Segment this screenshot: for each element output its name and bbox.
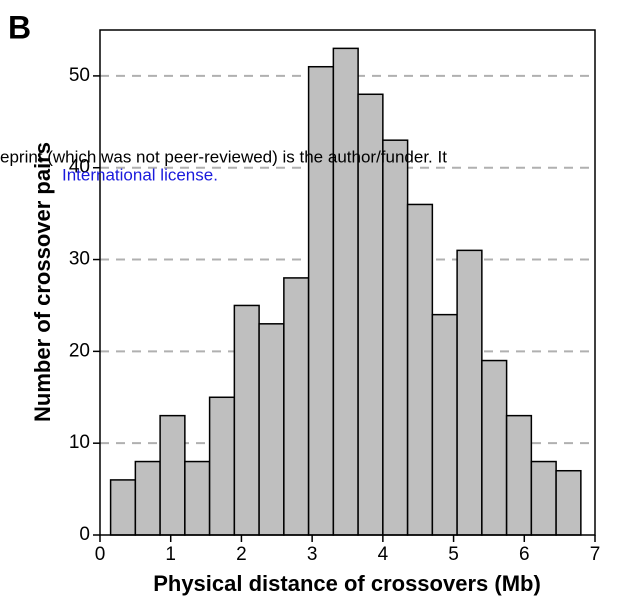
y-tick-label: 0 xyxy=(79,524,90,545)
x-axis-title: Physical distance of crossovers (Mb) xyxy=(153,571,541,596)
bar xyxy=(456,249,483,536)
x-tick-label: 6 xyxy=(519,544,530,565)
annotation: International license. xyxy=(62,165,218,184)
bar xyxy=(159,414,186,536)
plot-frame xyxy=(99,29,596,536)
bar xyxy=(431,313,458,536)
panel-label: B xyxy=(8,9,31,45)
bar xyxy=(382,139,409,536)
x-tick-label: 0 xyxy=(95,544,106,565)
x-tick-label: 4 xyxy=(378,544,389,565)
y-tick-label: 50 xyxy=(69,65,90,86)
bar xyxy=(332,47,359,536)
annotation: eprint (which was not peer-reviewed) is … xyxy=(0,147,447,166)
bar xyxy=(481,359,508,536)
bar xyxy=(307,65,335,536)
x-tick-label: 1 xyxy=(165,544,176,565)
x-tick-label: 3 xyxy=(307,544,318,565)
bar xyxy=(258,323,285,536)
x-tick-label: 2 xyxy=(236,544,247,565)
x-tick-label: 7 xyxy=(590,544,601,565)
x-tick-label: 5 xyxy=(448,544,459,565)
bar xyxy=(406,203,434,536)
bar xyxy=(208,396,236,536)
bar xyxy=(109,479,137,536)
y-tick-label: 10 xyxy=(69,432,90,453)
bar xyxy=(555,469,582,536)
bar xyxy=(505,414,533,536)
y-axis-title: Number of crossover pairs xyxy=(30,142,55,422)
bar xyxy=(134,460,161,536)
y-tick-label: 20 xyxy=(69,340,90,361)
y-tick-label: 30 xyxy=(69,249,90,270)
bar xyxy=(233,304,260,536)
y-tick-label: 40 xyxy=(69,157,90,178)
bar xyxy=(530,460,557,536)
bar xyxy=(184,460,211,536)
bar xyxy=(283,277,310,536)
